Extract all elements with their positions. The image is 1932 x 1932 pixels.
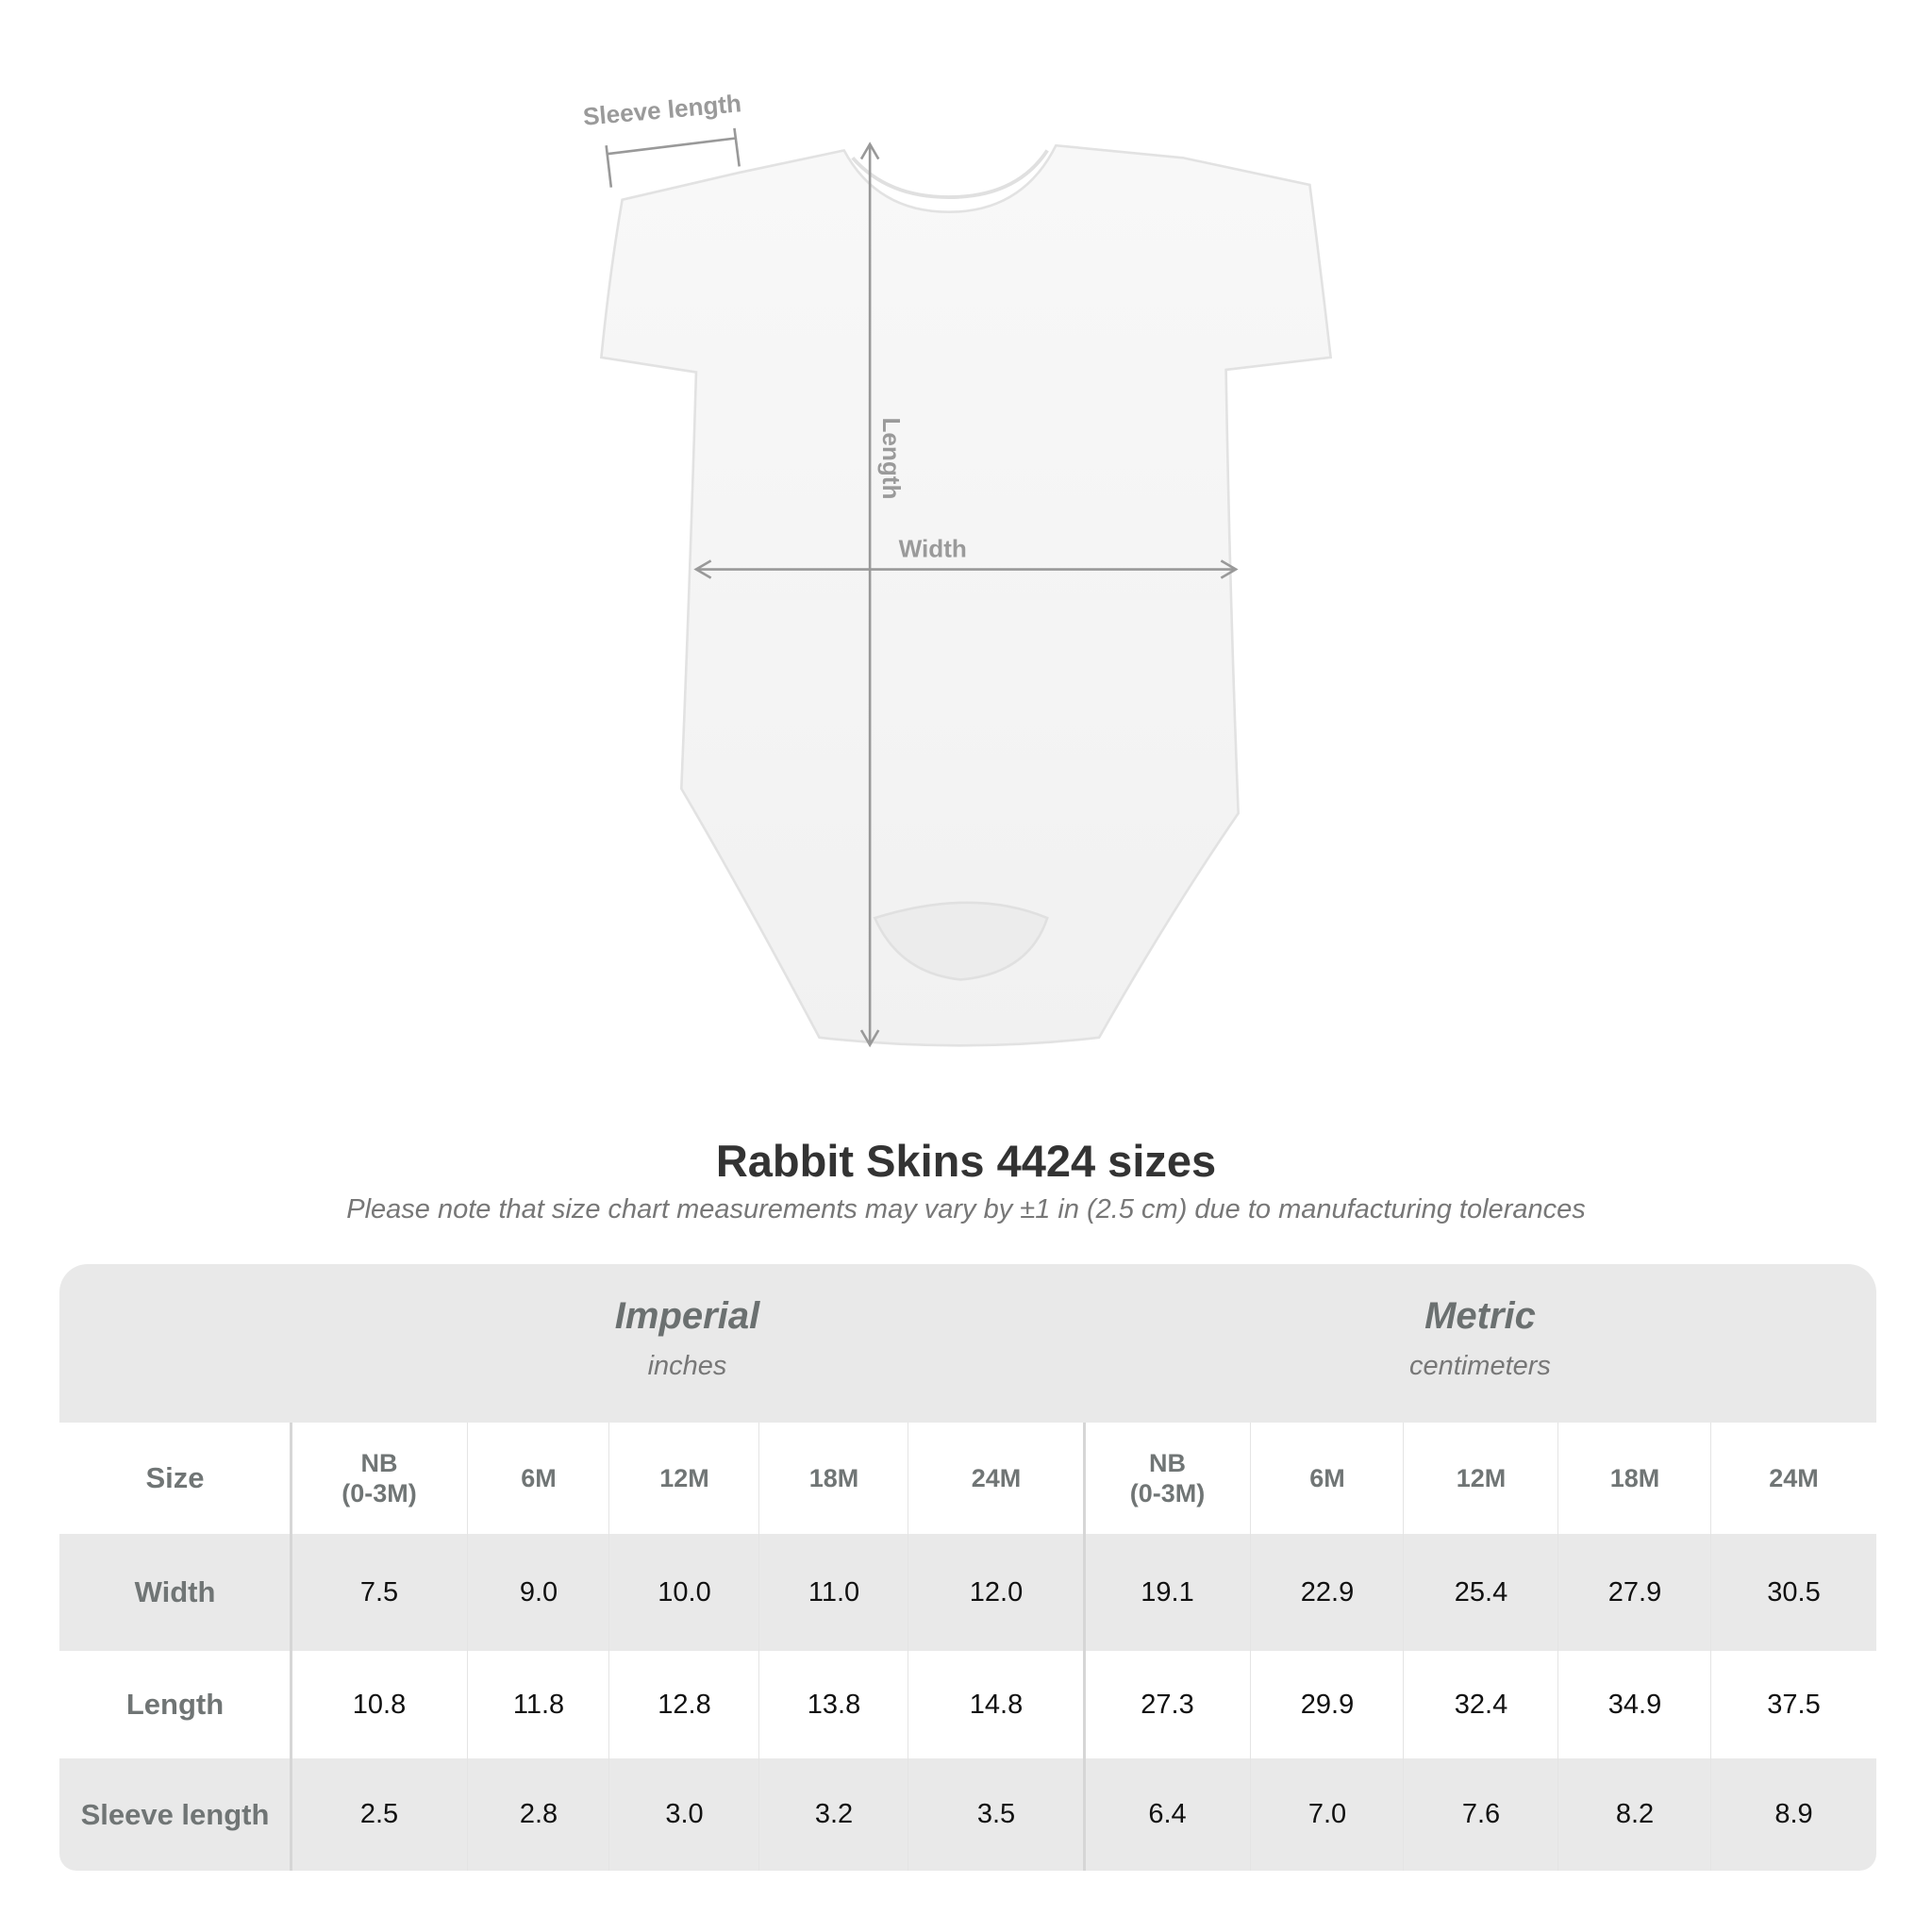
measurement: 7.6 <box>1461 1799 1501 1829</box>
measurement: 10.0 <box>658 1576 711 1607</box>
measurement: 32.4 <box>1454 1689 1508 1720</box>
note: Please note that size chart measurements… <box>346 1194 1586 1224</box>
measurement: 6.4 <box>1148 1799 1187 1829</box>
onesie <box>599 143 1333 1047</box>
measurement: 7.5 <box>359 1576 399 1607</box>
column-header: 12M <box>659 1463 709 1492</box>
title: Rabbit Skins 4424 sizes <box>715 1136 1217 1186</box>
column-header: 24M <box>971 1463 1022 1492</box>
column-header: 12M <box>1456 1463 1507 1492</box>
measurement: 27.3 <box>1141 1689 1194 1720</box>
measurement: 12.0 <box>969 1576 1024 1607</box>
group-band <box>59 1264 1876 1423</box>
neckline <box>851 149 1049 200</box>
measurement: 12.8 <box>658 1689 711 1720</box>
row-label: Length <box>125 1688 225 1721</box>
measurement: 22.9 <box>1300 1576 1355 1607</box>
measurement: 3.5 <box>976 1799 1016 1829</box>
row-band <box>59 1423 1876 1534</box>
group-name: Metric <box>1424 1294 1536 1337</box>
measurement: 34.9 <box>1607 1689 1662 1720</box>
column-divider <box>1083 1423 1086 1871</box>
column-header: NB (0-3M) <box>1129 1448 1206 1507</box>
group-unit: centimeters <box>1409 1350 1551 1381</box>
column-header: 18M <box>1609 1463 1660 1492</box>
measurement: 19.1 <box>1141 1576 1194 1607</box>
measurement: 27.9 <box>1607 1576 1662 1607</box>
column-header: 24M <box>1769 1463 1819 1492</box>
measurement: 7.0 <box>1307 1799 1347 1829</box>
measure-lines <box>605 127 1239 1048</box>
measurement: 3.2 <box>814 1799 854 1829</box>
sleeve-length-label: Sleeve length <box>582 89 742 131</box>
column-divider <box>467 1423 468 1871</box>
column-divider <box>1403 1423 1404 1871</box>
measurement: 29.9 <box>1300 1689 1355 1720</box>
column-header: Size <box>145 1461 205 1494</box>
measurement: 37.5 <box>1767 1689 1821 1720</box>
row-band <box>59 1534 1876 1651</box>
measurement: 2.5 <box>359 1799 399 1829</box>
length-label: Length <box>877 417 906 499</box>
measurement: 13.8 <box>807 1689 861 1720</box>
measurement: 25.4 <box>1454 1576 1508 1607</box>
measurement: 14.8 <box>969 1689 1024 1720</box>
column-header: NB (0-3M) <box>341 1448 417 1507</box>
column-divider <box>758 1423 759 1871</box>
group-name: Imperial <box>614 1294 760 1337</box>
measurement: 30.5 <box>1767 1576 1821 1607</box>
row-label: Width <box>134 1575 216 1608</box>
group-unit: inches <box>647 1350 727 1381</box>
size-table: Imperial inches Metric centimeters Size NB (0… <box>59 1264 1876 1871</box>
measurement: 8.9 <box>1774 1799 1813 1829</box>
measurement: 8.2 <box>1615 1799 1655 1829</box>
row-band <box>59 1758 1876 1871</box>
width-label: Width <box>899 534 967 562</box>
column-header: 6M <box>521 1463 557 1492</box>
measurement: 3.0 <box>665 1799 704 1829</box>
measurement: 9.0 <box>519 1576 558 1607</box>
column-divider <box>608 1423 609 1871</box>
row-label: Sleeve length <box>80 1797 270 1831</box>
measurement: 11.0 <box>808 1576 860 1607</box>
measurement: 10.8 <box>352 1689 407 1720</box>
garment-diagram: Sleeve length Length Width <box>582 89 1333 1048</box>
measurement: 11.8 <box>512 1689 565 1720</box>
measurement: 2.8 <box>519 1799 558 1829</box>
column-header: 6M <box>1309 1463 1345 1492</box>
column-divider <box>1250 1423 1251 1871</box>
column-header: 18M <box>808 1463 859 1492</box>
column-divider <box>1557 1423 1558 1871</box>
leg-opening <box>873 901 1049 981</box>
row-band <box>59 1651 1876 1758</box>
column-divider <box>1710 1423 1711 1871</box>
column-divider <box>290 1423 292 1871</box>
